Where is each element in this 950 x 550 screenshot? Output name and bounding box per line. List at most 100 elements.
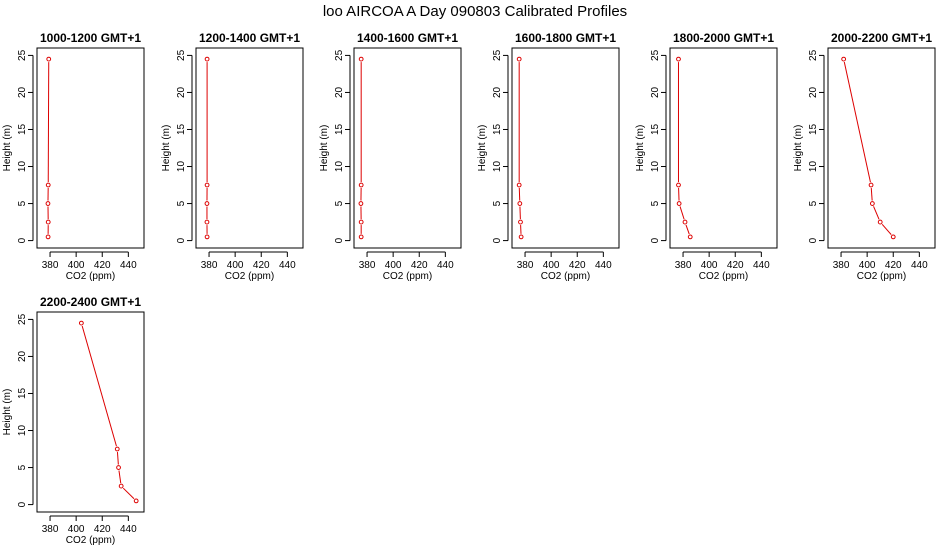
x-tick-label: 440: [279, 260, 296, 271]
series-co2-profile: [841, 56, 896, 240]
data-point: [45, 219, 51, 225]
panel-6: 2000-2200 GMT+1 380 400 420 440 CO2 (ppm) 0 5 10…: [793, 31, 936, 282]
y-tick-label: 0: [334, 237, 345, 243]
x-axis-label: CO2 (ppm): [857, 271, 906, 282]
y-tick-label: 25: [650, 49, 661, 61]
y-tick-label: 5: [334, 200, 345, 206]
x-axis: 380 400 420 440: [359, 251, 454, 271]
series-segment: [843, 61, 871, 183]
y-tick-label: 15: [334, 123, 345, 135]
panel-3: 1400-1600 GMT+1 380 400 420 440 CO2 (ppm) 0 5 10…: [319, 31, 462, 282]
y-tick-label: 20: [492, 86, 503, 98]
series-co2-profile: [358, 56, 364, 240]
series-co2-profile: [78, 320, 139, 504]
panel-title: 1600-1800 GMT+1: [515, 31, 616, 45]
panel-title: 1000-1200 GMT+1: [40, 31, 141, 45]
y-tick-label: 15: [492, 123, 503, 135]
x-tick-label: 440: [911, 260, 928, 271]
y-axis-label: Height (m): [2, 389, 13, 436]
y-axis: 0 5 10 15 20 25: [17, 49, 34, 243]
x-axis: 380 400 420 440: [517, 251, 612, 271]
data-point: [45, 182, 51, 188]
y-tick-label: 0: [808, 237, 819, 243]
y-axis-label: Height (m): [635, 125, 646, 172]
data-point: [204, 201, 210, 206]
plot-frame: [36, 311, 145, 513]
series-co2-profile: [516, 56, 524, 240]
x-tick-label: 380: [675, 260, 692, 271]
data-point: [687, 234, 693, 240]
y-tick-label: 20: [176, 86, 187, 98]
y-tick-label: 25: [334, 49, 345, 61]
plot-frame: [511, 47, 620, 249]
data-point: [676, 182, 681, 188]
data-point: [78, 320, 84, 326]
figure-title: loo AIRCOA A Day 090803 Calibrated Profi…: [323, 3, 627, 20]
x-axis: 380 400 420 440: [42, 515, 137, 535]
data-point: [676, 56, 681, 62]
y-tick-label: 20: [650, 86, 661, 98]
data-point: [682, 219, 688, 225]
x-tick-label: 440: [120, 260, 137, 271]
y-axis: 0 5 10 15 20 25: [176, 49, 193, 243]
x-axis-label: CO2 (ppm): [541, 271, 590, 282]
y-tick-label: 0: [17, 237, 28, 243]
y-tick-label: 10: [650, 161, 661, 173]
y-tick-label: 20: [17, 86, 28, 98]
y-tick-label: 20: [334, 86, 345, 98]
x-tick-label: 440: [437, 260, 454, 271]
y-tick-label: 0: [17, 501, 28, 507]
x-axis-label: CO2 (ppm): [66, 271, 115, 282]
x-tick-label: 400: [68, 524, 85, 535]
x-tick-label: 380: [833, 260, 850, 271]
x-axis: 380 400 420 440: [675, 251, 770, 271]
y-tick-label: 10: [17, 425, 28, 437]
y-tick-label: 5: [176, 200, 187, 206]
series-segment: [870, 187, 873, 201]
x-tick-label: 380: [201, 260, 218, 271]
series-co2-profile: [204, 56, 210, 240]
series-co2-profile: [676, 56, 693, 240]
x-tick-label: 400: [68, 260, 85, 271]
x-axis: 380 400 420 440: [42, 251, 137, 271]
y-tick-label: 20: [17, 350, 28, 362]
data-point: [116, 465, 121, 470]
x-tick-label: 420: [253, 260, 270, 271]
plot-frame: [353, 47, 462, 249]
data-point: [358, 234, 364, 240]
plot-frame: [36, 47, 145, 249]
y-tick-label: 5: [492, 200, 503, 206]
x-axis: 380 400 420 440: [201, 251, 296, 271]
data-point: [204, 219, 210, 225]
x-tick-label: 400: [227, 260, 244, 271]
series-segment: [685, 224, 690, 235]
data-point: [518, 219, 523, 225]
x-tick-label: 420: [94, 260, 111, 271]
y-tick-label: 20: [808, 86, 819, 98]
data-point: [204, 234, 210, 240]
y-tick-label: 10: [334, 161, 345, 173]
x-tick-label: 400: [543, 260, 560, 271]
x-tick-label: 400: [701, 260, 718, 271]
panel-title: 2000-2200 GMT+1: [831, 31, 932, 45]
x-tick-label: 440: [753, 260, 770, 271]
x-tick-label: 420: [411, 260, 428, 271]
data-point: [516, 182, 522, 188]
x-tick-label: 380: [517, 260, 534, 271]
x-tick-label: 420: [727, 260, 744, 271]
plot-frame: [669, 47, 778, 249]
y-tick-label: 15: [17, 123, 28, 135]
data-point: [358, 182, 364, 188]
data-point: [204, 182, 210, 188]
data-point: [46, 56, 52, 62]
data-point: [45, 201, 51, 206]
y-tick-label: 0: [492, 237, 503, 243]
y-tick-label: 25: [17, 313, 28, 325]
panel-title: 1800-2000 GMT+1: [673, 31, 774, 45]
y-tick-label: 5: [650, 200, 661, 206]
y-tick-label: 25: [176, 49, 187, 61]
y-tick-label: 15: [17, 387, 28, 399]
data-point: [204, 56, 210, 62]
data-point: [869, 201, 875, 206]
series-co2-profile: [45, 56, 52, 240]
